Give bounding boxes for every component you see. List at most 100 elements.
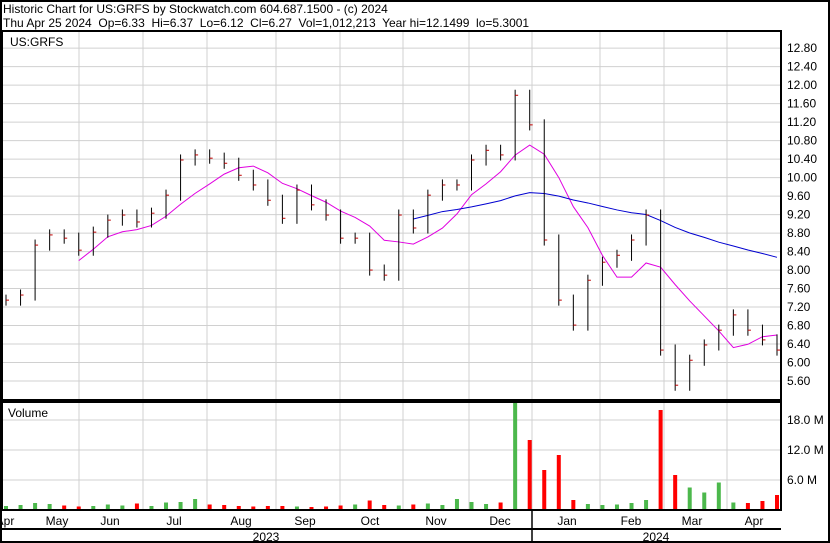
volume-bar — [294, 506, 299, 510]
volume-bar — [469, 502, 474, 510]
price-tick-label: 12.00 — [787, 78, 817, 92]
price-tick-label: 8.00 — [787, 263, 811, 277]
volume-bar — [62, 505, 67, 510]
price-tick-label: 10.80 — [787, 134, 817, 148]
volume-bar — [542, 470, 547, 510]
month-label: Oct — [361, 514, 380, 528]
volume-bar — [91, 506, 96, 510]
volume-bar — [164, 502, 169, 510]
month-label: May — [46, 514, 69, 528]
volume-bar — [411, 504, 416, 510]
volume-bar — [702, 492, 707, 510]
month-label: Dec — [489, 514, 510, 528]
price-tick-label: 12.80 — [787, 41, 817, 55]
volume-bar — [193, 499, 198, 510]
price-tick-label: 9.20 — [787, 208, 811, 222]
volume-bar — [658, 410, 663, 510]
volume-tick-label: 6.0 M — [787, 473, 817, 487]
volume-bar — [396, 505, 401, 510]
price-tick-label: 5.60 — [787, 374, 811, 388]
volume-bar — [222, 505, 227, 510]
month-label: Sep — [294, 514, 316, 528]
volume-bar — [629, 503, 634, 510]
price-tick-label: 11.20 — [787, 115, 816, 129]
price-tick-label: 7.20 — [787, 300, 811, 314]
volume-bar — [498, 502, 503, 510]
price-bars — [5, 89, 780, 391]
price-tick-label: 10.40 — [787, 152, 817, 166]
volume-bar — [454, 499, 459, 510]
volume-bar — [18, 505, 23, 510]
volume-bar — [280, 506, 285, 510]
volume-bar — [134, 503, 139, 510]
axis-labels: 12.80 12.40 12.00 11.60 11.20 10.80 10.40 10.00… — [0, 41, 824, 543]
quote-summary: Thu Apr 25 2024 Op=6.33 Hi=6.37 Lo=6.12 … — [3, 16, 530, 30]
month-label: Apr — [0, 514, 14, 528]
price-tick-label: 6.40 — [787, 337, 811, 351]
price-tick-label: 12.40 — [787, 60, 817, 74]
volume-bar — [251, 506, 256, 510]
month-label: Jun — [100, 514, 119, 528]
volume-bar — [33, 503, 38, 510]
volume-bar — [338, 505, 343, 510]
volume-bar — [513, 402, 518, 510]
volume-bar — [120, 505, 125, 510]
volume-bar — [484, 504, 489, 510]
volume-bar — [265, 506, 270, 510]
volume-bar — [236, 506, 241, 510]
volume-bar — [207, 504, 212, 510]
volume-bar — [585, 504, 590, 510]
symbol-label: US:GRFS — [10, 35, 63, 49]
month-label: Aug — [230, 514, 251, 528]
volume-bar — [47, 504, 52, 510]
volume-bar — [614, 504, 619, 510]
volume-bar — [745, 503, 750, 510]
volume-bars — [4, 402, 779, 510]
month-label: Mar — [682, 514, 703, 528]
volume-bar — [716, 482, 721, 510]
volume-bar — [309, 507, 314, 510]
volume-tick-label: 18.0 M — [787, 413, 824, 427]
volume-bar — [76, 506, 81, 510]
price-tick-label: 11.60 — [787, 97, 816, 111]
month-label: Jan — [557, 514, 576, 528]
volume-bar — [731, 502, 736, 510]
volume-bar — [367, 500, 372, 510]
price-tick-label: 8.80 — [787, 226, 811, 240]
volume-bar — [600, 505, 605, 510]
volume-bar — [178, 502, 183, 510]
volume-bar — [353, 504, 358, 510]
month-label: Jul — [166, 514, 181, 528]
month-label: Apr — [745, 514, 764, 528]
year-label: 2024 — [643, 530, 670, 543]
volume-bar — [687, 487, 692, 510]
moving-average-long — [413, 192, 778, 258]
moving-average-short — [78, 144, 778, 349]
chart-title: Historic Chart for US:GRFS by Stockwatch… — [3, 2, 388, 16]
price-tick-label: 6.80 — [787, 319, 811, 333]
volume-bar — [324, 506, 329, 510]
volume-bar — [556, 455, 561, 510]
volume-bar — [425, 503, 430, 510]
volume-bar — [760, 501, 765, 510]
month-label: Feb — [621, 514, 642, 528]
volume-bar — [571, 500, 576, 510]
gridlines — [2, 31, 781, 510]
price-tick-label: 9.60 — [787, 189, 811, 203]
month-label: Nov — [425, 514, 446, 528]
volume-tick-label: 12.0 M — [787, 443, 824, 457]
volume-bar — [527, 440, 532, 510]
year-label: 2023 — [253, 530, 280, 543]
price-tick-label: 10.00 — [787, 171, 817, 185]
volume-bar — [4, 506, 8, 510]
price-tick-label: 6.00 — [787, 356, 811, 370]
price-tick-label: 8.40 — [787, 245, 811, 259]
volume-bar — [105, 504, 110, 510]
volume-bar — [775, 495, 779, 510]
volume-bar — [440, 505, 445, 510]
volume-bar — [149, 506, 154, 510]
price-tick-label: 7.60 — [787, 282, 811, 296]
